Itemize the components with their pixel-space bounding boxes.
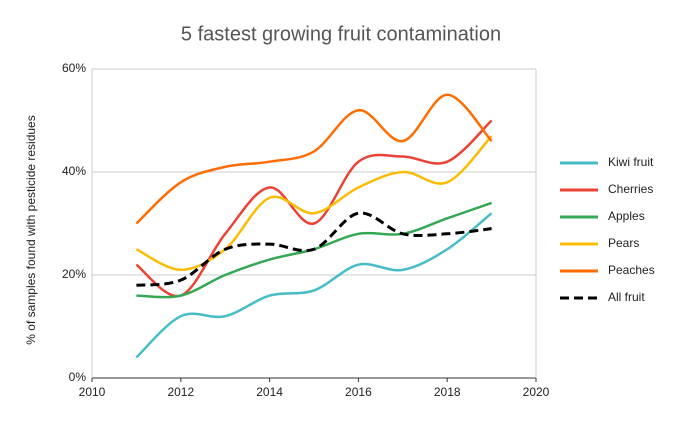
chart-title: 5 fastest growing fruit contamination bbox=[181, 23, 501, 45]
legend-label: Peaches bbox=[608, 263, 655, 277]
y-tick-label: 40% bbox=[62, 164, 86, 178]
line-series bbox=[135, 93, 493, 225]
y-tick-label: 20% bbox=[62, 267, 86, 281]
x-tick-label: 2014 bbox=[256, 385, 283, 399]
x-tick-label: 2016 bbox=[345, 385, 372, 399]
x-tick-label: 2018 bbox=[434, 385, 461, 399]
legend-label: Kiwi fruit bbox=[608, 155, 654, 169]
legend-label: All fruit bbox=[608, 290, 645, 304]
line-series bbox=[135, 135, 493, 272]
y-tick-label: 0% bbox=[69, 370, 87, 384]
legend-label: Pears bbox=[608, 236, 639, 250]
x-tick-label: 2010 bbox=[79, 385, 106, 399]
legend-label: Cherries bbox=[608, 182, 653, 196]
x-tick-label: 2020 bbox=[523, 385, 550, 399]
line-series bbox=[135, 212, 493, 359]
y-tick-label: 60% bbox=[62, 61, 86, 75]
line-series bbox=[136, 211, 492, 287]
y-axis-label: % of samples found with pesticide residu… bbox=[24, 115, 38, 344]
legend-label: Apples bbox=[608, 209, 645, 223]
x-tick-label: 2012 bbox=[167, 385, 194, 399]
line-series bbox=[135, 119, 493, 298]
